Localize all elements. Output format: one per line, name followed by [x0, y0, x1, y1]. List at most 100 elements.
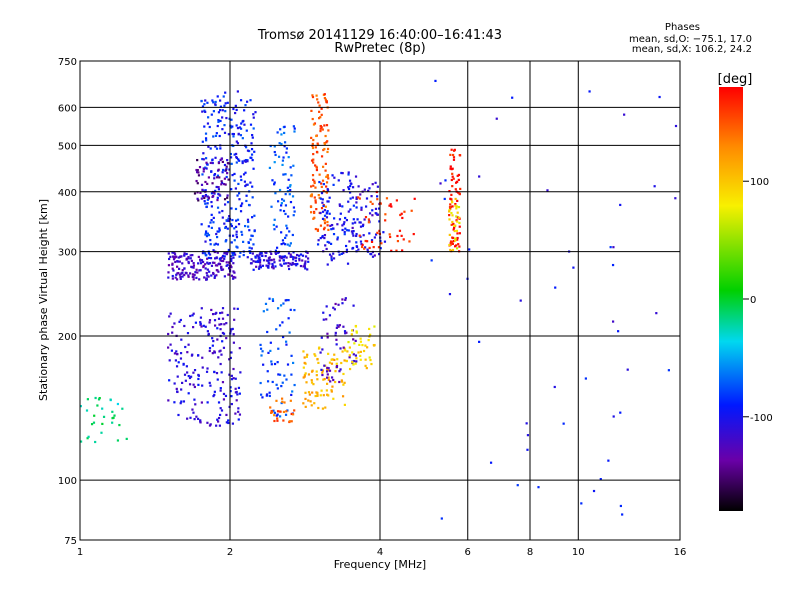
data-point: [217, 188, 221, 191]
data-point: [112, 416, 115, 419]
data-point: [290, 174, 293, 177]
data-point: [403, 210, 406, 213]
data-point: [109, 398, 112, 401]
data-point: [229, 264, 232, 267]
data-point: [287, 317, 290, 320]
data-point: [377, 246, 381, 249]
data-point: [228, 358, 231, 361]
data-point: [220, 181, 224, 185]
data-point: [321, 236, 324, 239]
data-point: [171, 331, 174, 334]
data-point: [226, 251, 229, 254]
data-point: [611, 320, 615, 323]
data-point: [173, 253, 177, 256]
data-point: [333, 308, 336, 311]
data-point: [281, 159, 285, 162]
data-point: [332, 397, 335, 400]
data-point: [283, 262, 286, 265]
data-point: [230, 328, 233, 331]
data-point: [343, 381, 346, 384]
data-point: [277, 347, 280, 350]
data-point: [293, 308, 296, 312]
data-point: [298, 259, 301, 262]
data-point: [319, 129, 322, 133]
data-point: [374, 233, 378, 236]
data-point: [380, 242, 383, 245]
data-point: [468, 248, 471, 251]
data-point: [217, 401, 221, 404]
data-point: [270, 411, 273, 414]
data-point: [310, 370, 314, 373]
data-point: [215, 176, 219, 179]
data-point: [251, 216, 254, 219]
data-point: [291, 195, 295, 198]
data-point: [336, 238, 339, 241]
data-point: [212, 271, 215, 275]
data-point: [359, 358, 362, 361]
data-point: [456, 174, 459, 177]
data-point: [357, 196, 360, 199]
data-point: [276, 387, 279, 390]
data-point: [221, 311, 224, 314]
data-point: [224, 183, 227, 186]
data-point: [230, 223, 233, 226]
data-point: [171, 255, 175, 258]
colorbar-label: [deg]: [718, 72, 753, 87]
data-point: [219, 147, 222, 150]
data-point: [254, 255, 257, 258]
data-point: [304, 260, 307, 263]
data-point: [261, 254, 264, 258]
data-point: [268, 166, 271, 170]
data-point: [354, 175, 358, 178]
data-point: [281, 255, 284, 258]
data-point: [367, 221, 370, 224]
data-point: [267, 351, 270, 354]
data-point: [204, 157, 208, 160]
data-point: [302, 366, 305, 369]
data-point: [232, 135, 235, 138]
data-point: [328, 361, 332, 364]
data-point: [238, 192, 241, 195]
data-point: [217, 120, 220, 123]
data-point: [97, 398, 101, 401]
data-point: [125, 437, 128, 441]
data-point: [333, 217, 336, 220]
data-point: [217, 356, 220, 359]
data-point: [318, 110, 321, 113]
data-point: [572, 266, 575, 269]
data-point: [290, 412, 293, 416]
data-point: [346, 350, 349, 353]
data-point: [331, 385, 334, 388]
data-point: [351, 222, 354, 225]
data-point: [167, 264, 171, 267]
data-point: [371, 202, 374, 206]
data-point: [351, 232, 354, 235]
data-point: [365, 367, 368, 370]
data-point: [199, 258, 202, 261]
data-point: [94, 396, 97, 400]
data-point: [278, 259, 281, 262]
data-point: [208, 424, 212, 427]
data-point: [452, 239, 455, 243]
data-point: [284, 212, 287, 216]
data-point: [457, 178, 460, 181]
data-point: [274, 265, 277, 268]
data-point: [357, 185, 360, 188]
data-point: [553, 385, 556, 389]
data-point: [239, 251, 242, 254]
data-point: [227, 421, 230, 425]
data-point: [390, 249, 393, 252]
data-point: [348, 356, 351, 359]
data-point: [239, 175, 242, 178]
data-point: [204, 132, 208, 135]
data-point: [200, 183, 204, 186]
data-point: [276, 131, 279, 134]
data-point: [241, 120, 244, 123]
data-point: [280, 133, 283, 136]
data-point: [336, 223, 339, 226]
data-point: [377, 207, 381, 210]
data-point: [328, 196, 331, 199]
data-point: [213, 177, 216, 180]
data-point: [355, 234, 358, 238]
data-point: [204, 240, 207, 243]
